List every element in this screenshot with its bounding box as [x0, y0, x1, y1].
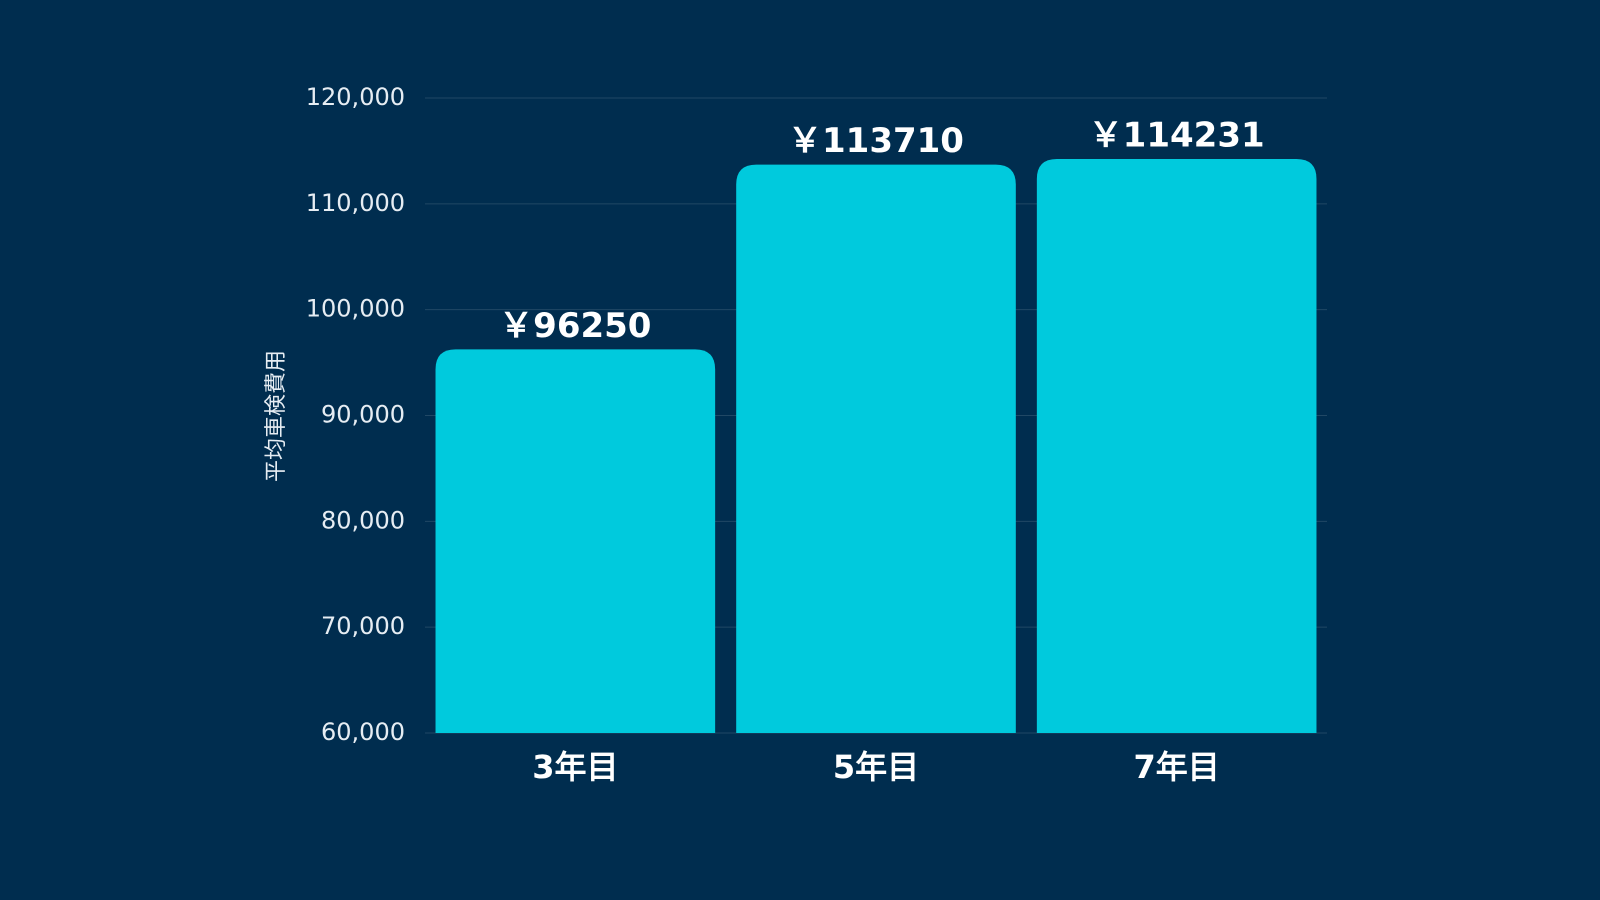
y-tick-label: 90,000 [321, 401, 405, 429]
value-label: ￥96250 [499, 306, 651, 346]
value-label: ￥114231 [1089, 116, 1265, 156]
y-tick-label: 110,000 [306, 189, 405, 217]
y-tick-label: 100,000 [306, 295, 405, 323]
x-tick-label: 3年目 [532, 748, 618, 786]
bar [1036, 159, 1317, 734]
y-tick-label: 80,000 [321, 506, 405, 534]
y-tick-label: 70,000 [321, 612, 405, 640]
value-label: ￥113710 [788, 121, 964, 161]
x-tick-label: 5年目 [833, 748, 919, 786]
y-tick-label: 60,000 [321, 718, 405, 746]
x-tick-label: 7年目 [1134, 748, 1220, 786]
bar [435, 349, 716, 733]
bar [736, 164, 1016, 734]
y-axis-label: 平均車検費用 [264, 350, 289, 482]
y-tick-label: 120,000 [306, 83, 405, 111]
